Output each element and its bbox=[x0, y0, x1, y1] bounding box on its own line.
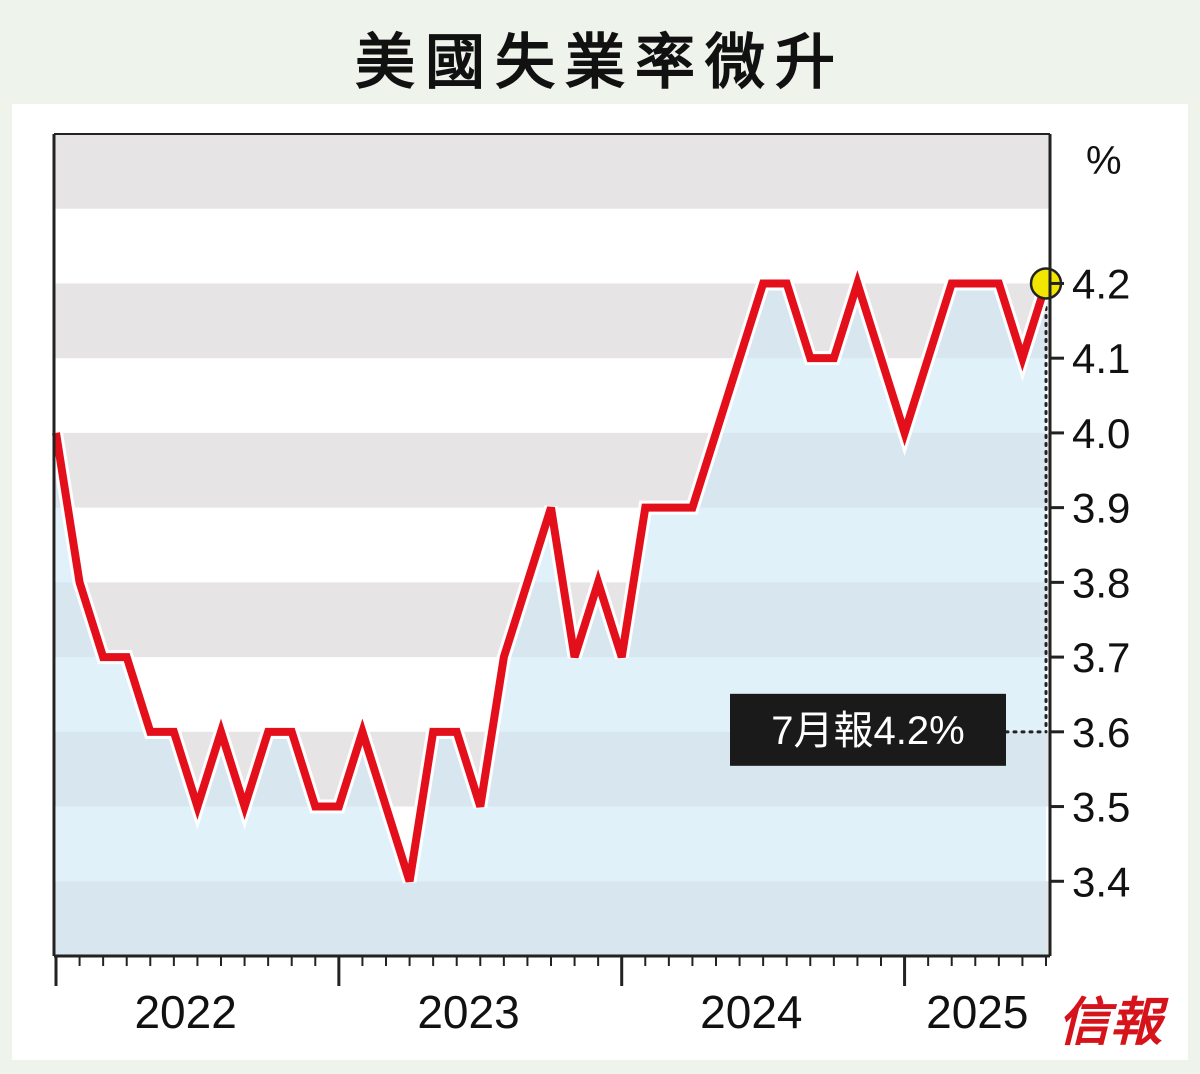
y-tick-label: 4.2 bbox=[1072, 260, 1130, 307]
y-tick-label: 4.0 bbox=[1072, 410, 1130, 457]
year-label: 2024 bbox=[700, 986, 802, 1038]
band bbox=[54, 283, 1050, 359]
series-line bbox=[52, 270, 1050, 883]
y-tick-label: 3.7 bbox=[1072, 634, 1130, 681]
y-tick-label: 3.9 bbox=[1072, 485, 1130, 532]
y-axis: 3.4 3.5 3.6 3.7 3.8 3.9 4.0 4.1 4.2 bbox=[1050, 260, 1130, 905]
latest-annotation: 7月報4.2% bbox=[730, 693, 1006, 766]
year-labels: 2022 2023 2024 2025 bbox=[134, 986, 1028, 1038]
y-tick-label: 3.8 bbox=[1072, 559, 1130, 606]
publisher-logo: 信報 bbox=[1058, 992, 1169, 1053]
y-unit-label: % bbox=[1086, 139, 1122, 183]
y-tick-label: 4.1 bbox=[1072, 335, 1130, 382]
x-axis bbox=[52, 133, 1052, 986]
year-label: 2025 bbox=[926, 986, 1028, 1038]
unemployment-line-chart: 7月報4.2% 3.4 3.5 3.6 3.7 3.8 3.9 4.0 4.1 4.2 2022… bbox=[49, 133, 1169, 1053]
band bbox=[54, 134, 1050, 209]
chart-panel: 7月報4.2% 3.4 3.5 3.6 3.7 3.8 3.9 4.0 4.1 4.2 2022… bbox=[12, 104, 1188, 1060]
year-label: 2023 bbox=[417, 986, 519, 1038]
y-tick-label: 3.4 bbox=[1072, 858, 1130, 905]
annotation-label: 7月報4.2% bbox=[771, 709, 964, 753]
year-label: 2022 bbox=[134, 986, 236, 1038]
y-tick-label: 3.5 bbox=[1072, 784, 1130, 831]
chart-title: 美國失業率微升 bbox=[355, 28, 845, 98]
annotation-box bbox=[730, 693, 1006, 766]
y-tick-label: 3.6 bbox=[1072, 709, 1130, 756]
